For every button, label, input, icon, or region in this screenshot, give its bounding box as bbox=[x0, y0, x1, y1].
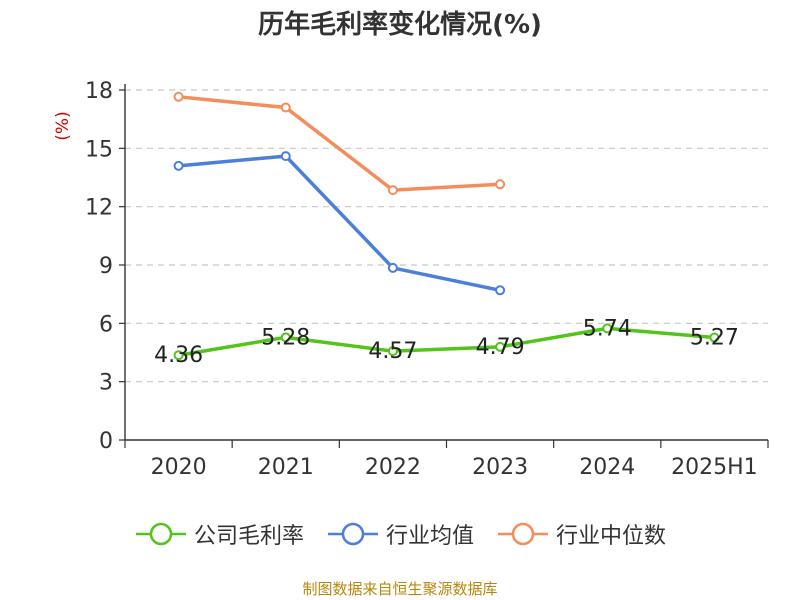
legend: 公司毛利率 行业均值 行业中位数 bbox=[0, 518, 800, 550]
series-lines bbox=[173, 91, 720, 361]
x-tick-label: 2025H1 bbox=[671, 455, 758, 480]
data-label: 4.79 bbox=[476, 335, 525, 360]
series-1 bbox=[173, 323, 720, 361]
data-label: 5.27 bbox=[690, 326, 739, 351]
data-point bbox=[495, 179, 506, 190]
y-axis-label: (%) bbox=[53, 111, 73, 140]
data-point bbox=[173, 91, 184, 102]
data-point bbox=[602, 323, 613, 334]
data-label: 5.28 bbox=[261, 325, 310, 350]
legend-swatch bbox=[327, 522, 378, 546]
series-line bbox=[178, 326, 715, 357]
series-line bbox=[178, 95, 501, 192]
legend-marker bbox=[341, 522, 365, 546]
legend-marker bbox=[149, 522, 173, 546]
legend-label: 行业均值 bbox=[385, 524, 474, 549]
data-point bbox=[280, 332, 291, 343]
legend-item[interactable]: 公司毛利率 bbox=[134, 518, 304, 550]
series-line bbox=[178, 154, 501, 292]
data-point bbox=[387, 185, 398, 196]
series-3 bbox=[173, 91, 506, 196]
grid-lines bbox=[125, 89, 768, 383]
source-note: 制图数据来自恒生聚源数据库 bbox=[302, 580, 498, 598]
x-tick-label: 2020 bbox=[151, 455, 207, 480]
x-tick-label: 2022 bbox=[365, 455, 421, 480]
data-labels: 4.36 5.28 4.57 4.79 5.74 5.27 bbox=[154, 316, 739, 368]
data-label: 4.57 bbox=[368, 339, 417, 364]
data-point bbox=[173, 160, 184, 171]
x-tick-label: 2021 bbox=[258, 455, 314, 480]
y-tick-label: 6 bbox=[99, 312, 113, 337]
axes: 0 3 6 9 12 15 18 (%) 2020 2021 2022 2023 2024 2025H1 bbox=[53, 79, 769, 480]
data-label: 4.36 bbox=[154, 343, 203, 368]
legend-marker bbox=[511, 522, 535, 546]
x-tick-label: 2023 bbox=[472, 455, 528, 480]
data-point bbox=[280, 102, 291, 113]
y-tick-label: 0 bbox=[99, 429, 113, 454]
data-label: 5.74 bbox=[583, 316, 632, 341]
series-2 bbox=[173, 151, 506, 296]
y-tick-label: 3 bbox=[99, 371, 113, 396]
legend-item[interactable]: 行业中位数 bbox=[496, 518, 666, 550]
data-point bbox=[709, 332, 720, 343]
chart-title: 历年毛利率变化情况(%) bbox=[258, 10, 542, 40]
data-point bbox=[173, 350, 184, 361]
data-point bbox=[495, 341, 506, 352]
data-point bbox=[387, 346, 398, 357]
legend-label: 公司毛利率 bbox=[193, 524, 304, 549]
y-tick-label: 9 bbox=[99, 254, 113, 279]
data-point bbox=[387, 262, 398, 273]
legend-swatch bbox=[135, 522, 186, 546]
y-tick-label: 18 bbox=[85, 79, 113, 104]
x-tick-label: 2024 bbox=[579, 455, 635, 480]
y-tick-label: 15 bbox=[85, 137, 113, 162]
y-tick-label: 12 bbox=[85, 196, 113, 221]
data-point bbox=[280, 151, 291, 162]
data-point bbox=[495, 285, 506, 296]
legend-item[interactable]: 行业均值 bbox=[326, 518, 474, 550]
legend-label: 行业中位数 bbox=[556, 524, 667, 549]
legend-swatch bbox=[498, 522, 548, 546]
